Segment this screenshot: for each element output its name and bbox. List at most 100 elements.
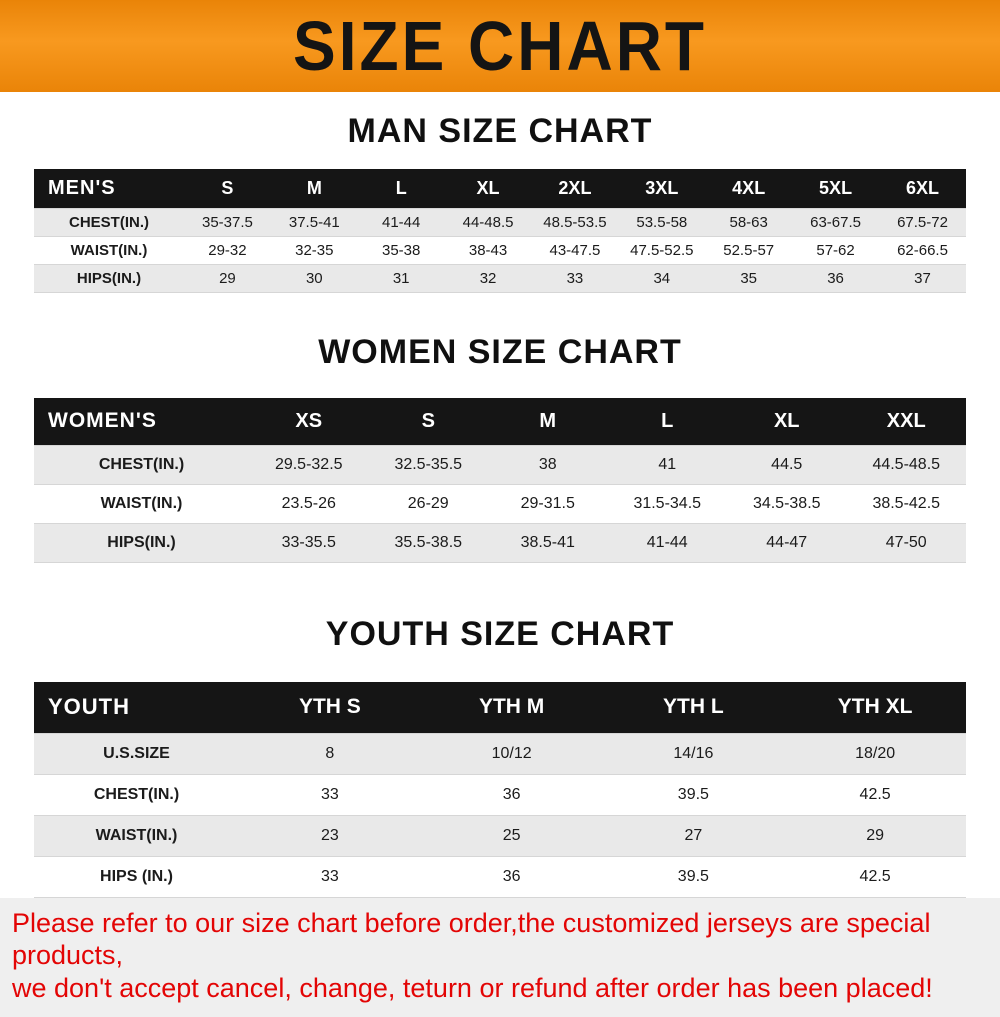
size-value: 44.5 (727, 446, 847, 485)
size-column-header: L (608, 398, 728, 446)
size-value: 31 (358, 264, 445, 292)
size-column-header: L (358, 169, 445, 208)
size-value: 37 (879, 264, 966, 292)
size-column-header: YTH XL (784, 682, 966, 733)
size-value: 38 (488, 446, 608, 485)
size-value: 44-47 (727, 524, 847, 563)
size-value: 48.5-53.5 (532, 208, 619, 236)
size-value: 53.5-58 (618, 208, 705, 236)
size-value: 8 (239, 733, 421, 774)
size-value: 52.5-57 (705, 236, 792, 264)
size-column-header: XXL (847, 398, 967, 446)
size-value: 23.5-26 (249, 485, 369, 524)
size-value: 31.5-34.5 (608, 485, 728, 524)
size-value: 36 (421, 856, 603, 897)
size-value: 62-66.5 (879, 236, 966, 264)
youth-size-chart-heading: YOUTH SIZE CHART (0, 615, 1000, 654)
size-column-header: M (488, 398, 608, 446)
size-value: 34.5-38.5 (727, 485, 847, 524)
size-value: 67.5-72 (879, 208, 966, 236)
size-value: 35 (705, 264, 792, 292)
size-value: 41-44 (358, 208, 445, 236)
size-value: 38.5-41 (488, 524, 608, 563)
size-value: 57-62 (792, 236, 879, 264)
size-column-header: XS (249, 398, 369, 446)
size-column-header: S (369, 398, 489, 446)
size-value: 33-35.5 (249, 524, 369, 563)
size-value: 38.5-42.5 (847, 485, 967, 524)
size-value: 63-67.5 (792, 208, 879, 236)
size-value: 32 (445, 264, 532, 292)
size-value: 33 (239, 856, 421, 897)
size-column-header: XL (445, 169, 532, 208)
size-value: 39.5 (603, 774, 785, 815)
size-value: 26-29 (369, 485, 489, 524)
size-column-header: YTH M (421, 682, 603, 733)
size-value: 58-63 (705, 208, 792, 236)
size-value: 29-32 (184, 236, 271, 264)
size-value: 18/20 (784, 733, 966, 774)
size-column-header: 2XL (532, 169, 619, 208)
row-label: HIPS(IN.) (34, 264, 184, 292)
size-value: 33 (532, 264, 619, 292)
size-value: 23 (239, 815, 421, 856)
size-value: 33 (239, 774, 421, 815)
size-value: 44.5-48.5 (847, 446, 967, 485)
size-value: 35.5-38.5 (369, 524, 489, 563)
size-column-header: YTH S (239, 682, 421, 733)
row-label: CHEST(IN.) (34, 446, 249, 485)
size-column-header: 4XL (705, 169, 792, 208)
size-column-header: 5XL (792, 169, 879, 208)
size-value: 44-48.5 (445, 208, 532, 236)
table-corner-label: WOMEN'S (34, 398, 249, 446)
size-value: 14/16 (603, 733, 785, 774)
size-value: 27 (603, 815, 785, 856)
disclaimer-footer: Please refer to our size chart before or… (0, 898, 1000, 1017)
size-value: 41-44 (608, 524, 728, 563)
size-column-header: XL (727, 398, 847, 446)
size-value: 42.5 (784, 856, 966, 897)
size-value: 29.5-32.5 (249, 446, 369, 485)
size-value: 41 (608, 446, 728, 485)
size-value: 42.5 (784, 774, 966, 815)
size-value: 37.5-41 (271, 208, 358, 236)
row-label: WAIST(IN.) (34, 236, 184, 264)
man-size-chart-heading: MAN SIZE CHART (0, 112, 1000, 151)
disclaimer-line-2: we don't accept cancel, change, teturn o… (12, 972, 988, 1005)
size-value: 47.5-52.5 (618, 236, 705, 264)
size-value: 29 (184, 264, 271, 292)
size-column-header: 6XL (879, 169, 966, 208)
size-column-header: S (184, 169, 271, 208)
row-label: HIPS(IN.) (34, 524, 249, 563)
size-value: 29-31.5 (488, 485, 608, 524)
size-value: 39.5 (603, 856, 785, 897)
size-column-header: M (271, 169, 358, 208)
size-value: 35-37.5 (184, 208, 271, 236)
table-corner-label: MEN'S (34, 169, 184, 208)
row-label: U.S.SIZE (34, 733, 239, 774)
row-label: HIPS (IN.) (34, 856, 239, 897)
women-size-chart-heading: WOMEN SIZE CHART (0, 333, 1000, 372)
size-value: 36 (792, 264, 879, 292)
size-value: 36 (421, 774, 603, 815)
size-value: 32-35 (271, 236, 358, 264)
size-value: 38-43 (445, 236, 532, 264)
size-chart-banner: SIZE CHART (0, 0, 1000, 92)
table-corner-label: YOUTH (34, 682, 239, 733)
size-value: 34 (618, 264, 705, 292)
